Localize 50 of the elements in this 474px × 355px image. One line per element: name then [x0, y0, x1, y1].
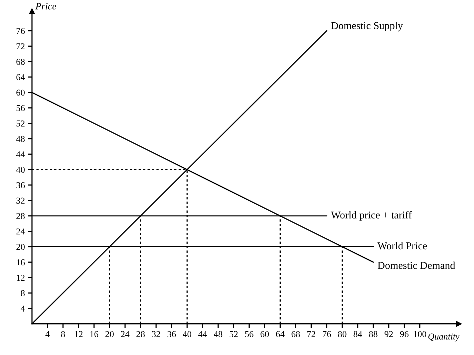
y-tick-label: 64: [16, 74, 26, 80]
y-tick-label: 68: [16, 58, 25, 66]
y-tick-label: 52: [16, 120, 25, 127]
x-tick-label: 12: [75, 331, 83, 338]
x-axis-title: Quantity: [428, 334, 460, 342]
y-axis-title: Price: [36, 3, 56, 10]
x-tick-label: 48: [214, 331, 223, 338]
x-tick-label: 92: [384, 331, 394, 338]
x-tick-label: 80: [338, 331, 347, 338]
y-tick-label: 60: [16, 90, 25, 96]
y-tick-label: 4: [20, 306, 26, 312]
y-tick-label: 28: [16, 213, 25, 220]
x-tick-label: 4: [46, 331, 50, 338]
y-tick-label: 76: [16, 28, 26, 34]
x-tick-label: 96: [400, 331, 409, 338]
y-tick-label: 56: [16, 105, 26, 112]
x-tick-label: 76: [323, 331, 332, 338]
series-label: World Price: [378, 242, 428, 250]
series-label: Domestic Supply: [331, 22, 404, 32]
y-tick-label: 48: [16, 136, 25, 142]
y-tick-label: 32: [16, 198, 25, 204]
x-tick-label: 32: [152, 331, 160, 338]
x-tick-label: 20: [106, 331, 114, 338]
x-tick-label: 100: [414, 331, 426, 338]
x-tick-label: 88: [369, 331, 378, 338]
x-tick-label: 40: [183, 331, 192, 338]
x-tick-label: 84: [354, 331, 362, 338]
x-tick-label: 52: [230, 331, 238, 338]
x-tick-label: 28: [136, 331, 145, 338]
y-tick-label: 12: [17, 274, 25, 281]
y-tick-label: 36: [16, 182, 26, 188]
y-tick-label: 40: [16, 166, 25, 174]
x-tick-label: 56: [245, 331, 254, 338]
y-tick-label: 24: [16, 228, 26, 235]
x-tick-label: 68: [292, 331, 300, 338]
series-label: Domestic Demand: [378, 262, 456, 270]
x-tick-label: 60: [260, 331, 270, 338]
x-tick-label: 64: [276, 331, 285, 338]
series-label: World price + tariff: [331, 211, 412, 221]
x-tick-label: 8: [61, 331, 66, 338]
x-tick-label: 24: [121, 331, 130, 338]
x-tick-label: 16: [90, 331, 99, 338]
y-tick-label: 72: [16, 44, 25, 50]
y-tick-label: 16: [17, 260, 26, 266]
y-tick-label: 8: [21, 290, 25, 296]
x-tick-label: 72: [308, 331, 316, 338]
x-tick-label: 36: [168, 331, 176, 338]
y-tick-label: 20: [16, 244, 25, 250]
x-tick-label: 44: [198, 331, 208, 338]
y-tick-label: 44: [16, 152, 26, 158]
